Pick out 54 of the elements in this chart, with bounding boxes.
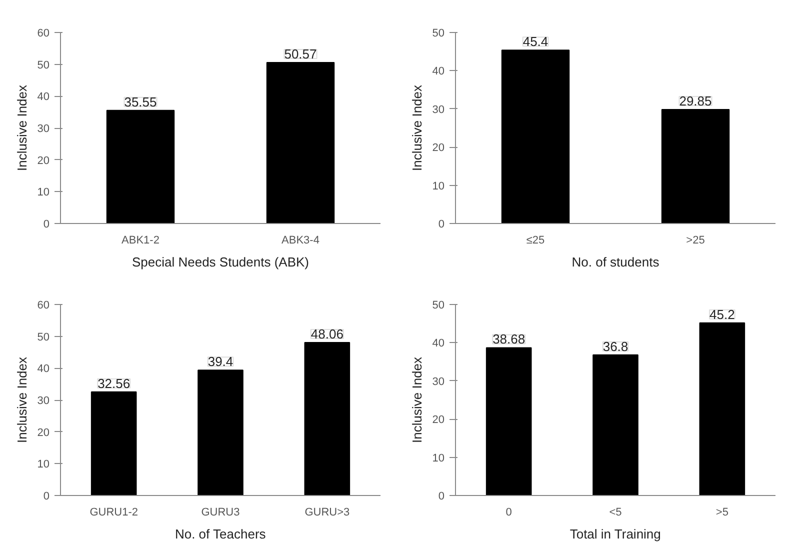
y-tick-label: 50 [432, 300, 445, 312]
y-tick-label: 50 [37, 331, 50, 344]
y-tick-label: 30 [37, 123, 50, 135]
y-axis-title: Inclusive Index [14, 84, 30, 171]
y-tick-label: 40 [37, 363, 50, 376]
y-tick-label: 20 [432, 414, 445, 426]
y-tick-label: 50 [37, 59, 50, 72]
y-tick-label: 20 [37, 154, 50, 167]
data-label: 48.06 [310, 326, 344, 342]
x-tick-label: >5 [716, 506, 728, 518]
y-tick-label: 60 [37, 28, 50, 40]
x-tick-label: 0 [506, 506, 512, 518]
y-tick-label: 20 [37, 426, 50, 439]
x-tick-label: GURU3 [201, 506, 240, 518]
x-tick-label: <5 [609, 506, 622, 518]
y-tick-label: 40 [37, 91, 50, 104]
x-tick-label: ABK1-2 [122, 234, 160, 246]
data-label: 36.8 [602, 338, 628, 354]
y-tick-label: 40 [432, 338, 445, 350]
data-label: 45.4 [522, 34, 548, 50]
y-axis-title: Inclusive Index [14, 356, 30, 443]
y-tick-label: 60 [37, 300, 50, 312]
x-axis-title: Total in Training [570, 526, 661, 542]
y-tick-label: 40 [432, 66, 445, 78]
x-axis-title: No. of Teachers [174, 526, 266, 542]
y-tick-label: 30 [432, 376, 445, 388]
x-tick-label: GURU>3 [304, 506, 350, 518]
y-tick-label: 0 [43, 490, 50, 502]
y-tick-label: 10 [432, 180, 445, 192]
data-label: 39.4 [208, 354, 234, 370]
data-label: 29.85 [679, 93, 712, 108]
x-tick-label: ≤25 [526, 234, 545, 246]
x-tick-label: GURU1-2 [90, 506, 138, 518]
y-tick-label: 0 [43, 218, 50, 230]
data-label: 32.56 [98, 376, 130, 391]
y-tick-label: 50 [432, 28, 445, 40]
data-label: 35.55 [124, 94, 157, 110]
x-axis-title: Special Needs Students (ABK) [132, 254, 310, 270]
x-tick-label: ABK3-4 [282, 234, 320, 246]
x-axis-title: No. of students [572, 254, 660, 270]
y-tick-label: 10 [37, 458, 50, 471]
y-tick-label: 0 [438, 218, 445, 230]
y-axis-title: Inclusive Index [409, 356, 424, 443]
y-tick-label: 30 [37, 395, 50, 407]
y-tick-label: 10 [432, 452, 445, 464]
y-axis-title: Inclusive Index [409, 84, 424, 171]
data-label: 45.2 [710, 306, 735, 322]
data-label: 50.57 [284, 46, 317, 62]
y-tick-label: 0 [438, 490, 445, 502]
x-tick-label: >25 [686, 234, 705, 246]
y-tick-label: 20 [432, 142, 445, 154]
y-tick-label: 10 [37, 186, 50, 199]
y-tick-label: 30 [432, 104, 445, 116]
data-label: 38.68 [492, 332, 526, 347]
